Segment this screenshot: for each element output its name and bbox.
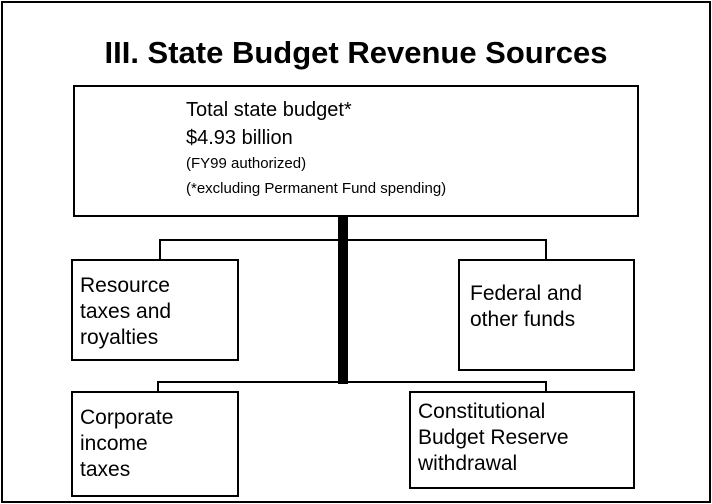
title: III. State Budget Revenue Sources xyxy=(104,35,607,70)
label: (*excluding Permanent Fund spending) xyxy=(186,180,446,197)
label: Constitutional xyxy=(418,400,545,423)
label: other funds xyxy=(470,308,575,331)
label: taxes and xyxy=(80,300,171,323)
label: (FY99 authorized) xyxy=(186,155,306,172)
label: royalties xyxy=(80,326,158,349)
connector xyxy=(159,239,547,262)
label: Resource xyxy=(80,274,170,297)
node-box xyxy=(71,259,239,361)
node-box xyxy=(409,391,635,489)
root-box xyxy=(73,85,639,217)
texts: Total state budget* $4.93 billion (FY99 au… xyxy=(80,99,582,481)
label: Federal and xyxy=(470,282,582,305)
label: Budget Reserve xyxy=(418,426,569,449)
node-box xyxy=(458,259,635,371)
connector xyxy=(157,381,547,392)
label: income xyxy=(80,432,148,455)
label: taxes xyxy=(80,458,130,481)
node-box xyxy=(71,391,239,497)
label: Corporate xyxy=(80,406,173,429)
label: $4.93 billion xyxy=(186,127,293,149)
trunk xyxy=(338,216,348,384)
label: Total state budget* xyxy=(186,99,352,121)
label: withdrawal xyxy=(417,452,517,475)
